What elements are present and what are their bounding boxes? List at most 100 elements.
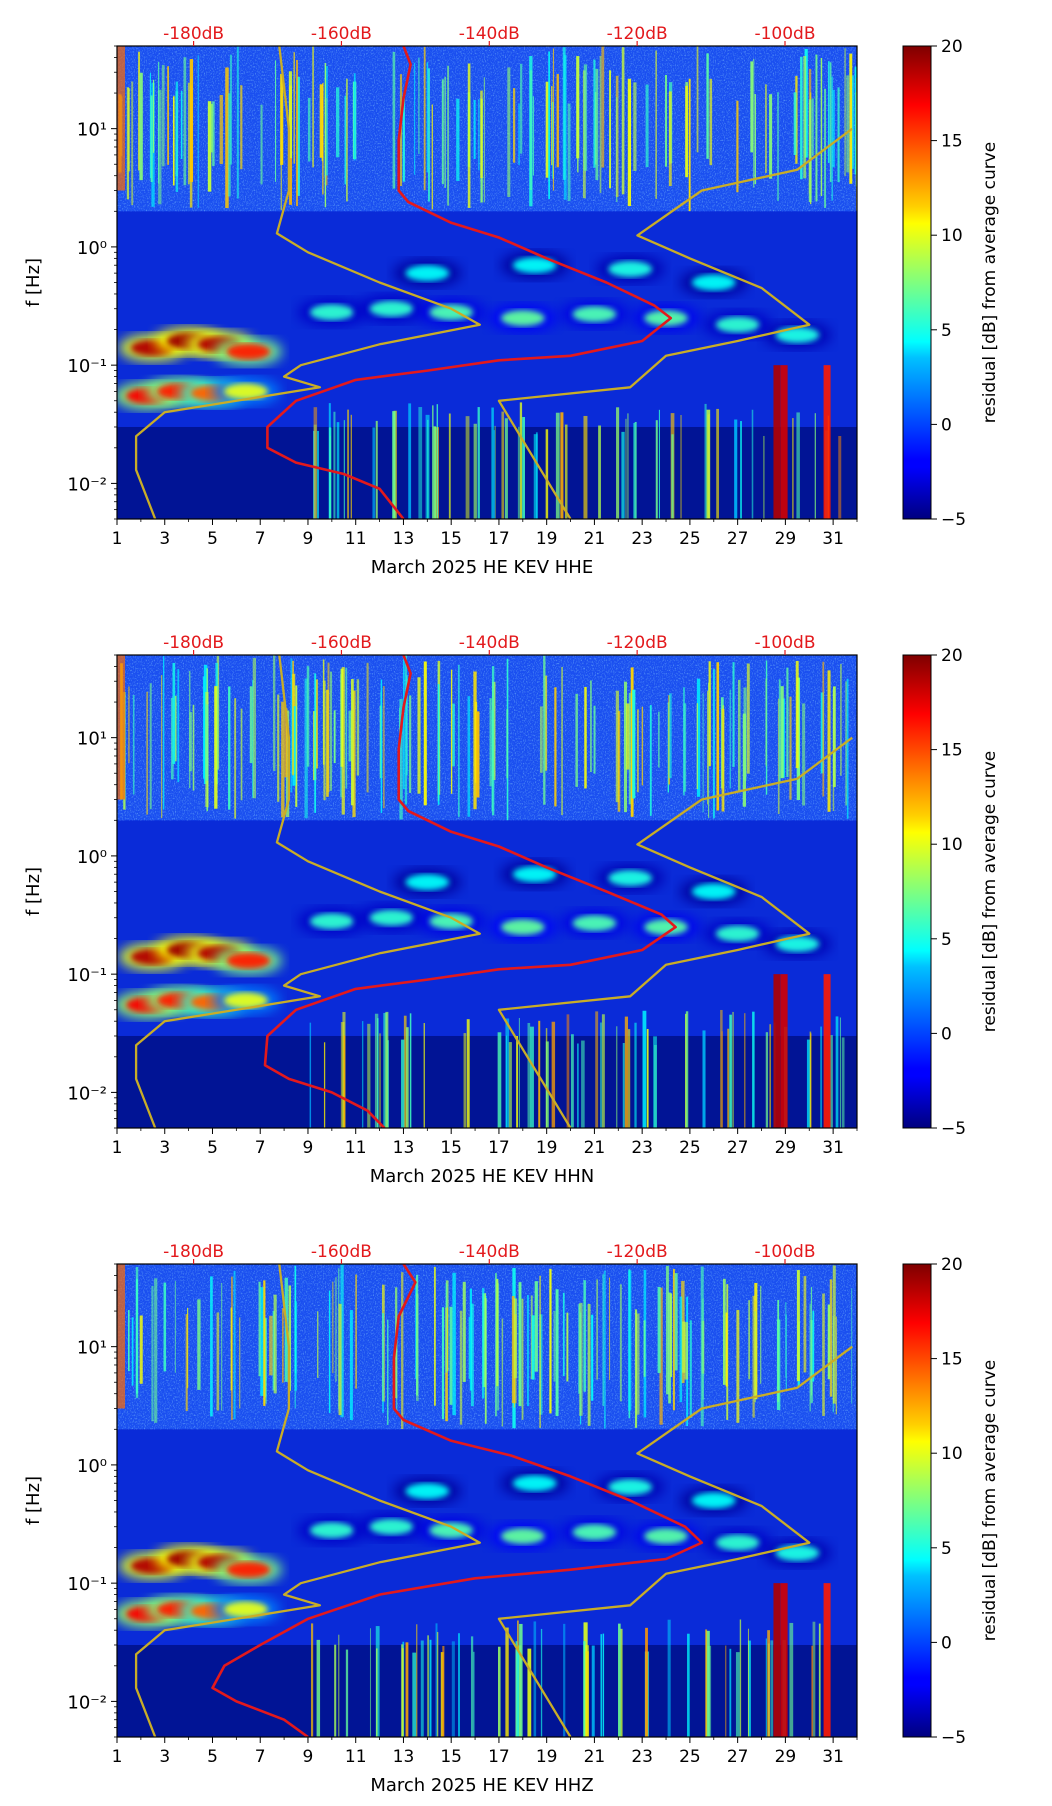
- heatmap-spike: [841, 1037, 845, 1128]
- heatmap-spike: [375, 420, 378, 519]
- heatmap-spike: [809, 1031, 812, 1128]
- heatmap-streak: [777, 698, 780, 815]
- heatmap-streak: [152, 79, 155, 153]
- heatmap-streak: [527, 1295, 529, 1407]
- heatmap-spike: [347, 409, 349, 519]
- heatmap-streak: [543, 655, 546, 805]
- heatmap-streak: [760, 1285, 762, 1384]
- heatmap-streak: [583, 1280, 586, 1392]
- heatmap-streak: [274, 60, 277, 182]
- heatmap-streak: [341, 667, 345, 815]
- heatmap-streak: [328, 1290, 331, 1413]
- heatmap-streak: [506, 709, 509, 779]
- heatmap-spike: [600, 1634, 603, 1737]
- heatmap-spike: [839, 1017, 841, 1128]
- heatmap-streak: [716, 662, 720, 811]
- heatmap-spike: [405, 1642, 409, 1737]
- heatmap-streak: [732, 662, 735, 767]
- heatmap-spike: [515, 1641, 518, 1737]
- heatmap-streak: [721, 708, 725, 812]
- heatmap-streak: [562, 47, 566, 180]
- heatmap-streak: [126, 87, 130, 200]
- microseism-blob: [691, 883, 736, 900]
- heatmap-spike: [835, 1016, 839, 1128]
- heatmap-streak: [778, 679, 781, 784]
- heatmap-streak: [174, 695, 177, 762]
- top-db-label: -180dB: [163, 633, 224, 653]
- y-tick-label: 10⁻²: [67, 1692, 107, 1713]
- colorbar-label: residual [dB] from average curve: [980, 751, 1000, 1032]
- heatmap-spike: [401, 1648, 404, 1737]
- heatmap-spike: [316, 430, 319, 519]
- heatmap-streak: [518, 103, 520, 166]
- heatmap-streak: [849, 53, 853, 184]
- heatmap-streak: [409, 695, 412, 793]
- heatmap-streak: [324, 62, 327, 208]
- series-line-noise_model_low: [497, 1345, 853, 1737]
- heatmap-streak: [431, 104, 433, 210]
- heatmap-streak: [617, 711, 621, 812]
- heatmap-streak: [319, 84, 324, 158]
- series-line-noise_model_high: [134, 1264, 481, 1737]
- heatmap-streak: [796, 1270, 800, 1382]
- microseism-blob: [608, 261, 653, 278]
- x-tick-label: 15: [440, 1747, 462, 1767]
- heatmap-spike: [466, 1019, 470, 1128]
- heatmap-speckle: [117, 1264, 857, 1430]
- microseism-blob: [309, 304, 354, 321]
- x-tick-label: 23: [631, 529, 653, 549]
- heatmap-column: [823, 1583, 831, 1737]
- x-tick-label: 9: [303, 529, 314, 549]
- heatmap-streak: [392, 51, 396, 189]
- heatmap-streak: [269, 1315, 273, 1376]
- heatmap-spike: [505, 1018, 510, 1128]
- heatmap-streak: [561, 666, 563, 816]
- heatmap-spike: [497, 1646, 501, 1737]
- heatmap-streak: [507, 67, 511, 198]
- colorbar: [902, 654, 932, 1129]
- heatmap-streak: [322, 659, 325, 765]
- heatmap-spike: [465, 416, 470, 519]
- heatmap-spike: [408, 403, 412, 519]
- heatmap-spike: [343, 1035, 346, 1128]
- heatmap-streak: [780, 686, 784, 779]
- colorbar-tick-label: −5: [941, 1119, 966, 1139]
- heatmap-streak: [234, 698, 237, 819]
- heatmap-streak: [306, 666, 310, 767]
- heatmap-spike: [473, 423, 477, 519]
- heatmap-streak: [404, 655, 408, 805]
- microseism-blob: [405, 265, 450, 282]
- top-db-label: -140dB: [459, 633, 520, 653]
- heatmap-left-edge: [117, 1264, 125, 1409]
- heatmap-column: [823, 365, 831, 519]
- microseism-blob: [644, 919, 689, 936]
- heatmap-streak: [812, 1310, 815, 1382]
- heatmap-streak: [288, 1285, 292, 1391]
- heatmap-streak: [154, 1278, 158, 1423]
- heatmap-streak: [837, 87, 840, 183]
- heatmap-spike: [435, 1623, 438, 1737]
- x-tick-label: 5: [207, 1138, 218, 1158]
- heatmap-streak: [608, 1277, 611, 1380]
- heatmap-spike: [508, 1042, 512, 1128]
- heatmap-streak: [447, 65, 450, 206]
- heatmap-streak: [188, 82, 190, 185]
- heatmap-streak: [380, 679, 383, 813]
- heatmap-spike: [633, 422, 635, 519]
- colorbar: [902, 45, 932, 520]
- heatmap-streak: [659, 1287, 663, 1425]
- heatmap-streak: [683, 687, 685, 796]
- heatmap-streak: [827, 1304, 831, 1380]
- heatmap-streak: [183, 57, 187, 186]
- heatmap-streak: [423, 661, 427, 806]
- heatmap-column: [780, 974, 788, 1128]
- heatmap-streak: [786, 667, 789, 778]
- heatmap-column: [823, 974, 831, 1128]
- heatmap-streak: [616, 97, 618, 203]
- x-tick-label: 11: [345, 529, 367, 549]
- series-line-noise_model_high: [134, 655, 481, 1128]
- heatmap-streak: [549, 1268, 552, 1414]
- y-tick-label: 10⁻¹: [67, 965, 107, 986]
- heatmap-streak: [473, 100, 476, 160]
- heatmap-streak: [800, 56, 803, 180]
